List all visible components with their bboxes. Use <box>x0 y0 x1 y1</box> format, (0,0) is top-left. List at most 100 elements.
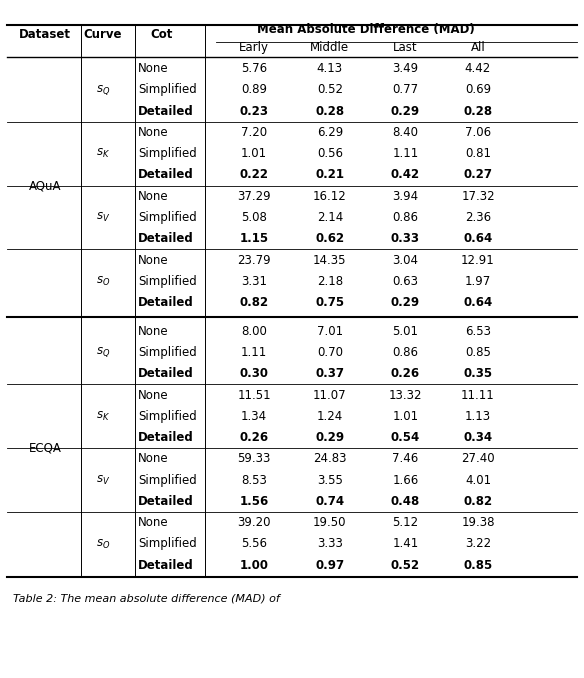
Text: $s_Q$: $s_Q$ <box>96 83 110 97</box>
Text: 8.53: 8.53 <box>241 474 267 487</box>
Text: 12.91: 12.91 <box>461 254 495 266</box>
Text: 0.62: 0.62 <box>315 233 345 245</box>
Text: 0.64: 0.64 <box>463 233 493 245</box>
Text: 0.82: 0.82 <box>464 495 492 508</box>
Text: 1.24: 1.24 <box>317 410 343 423</box>
Text: 3.22: 3.22 <box>465 538 491 551</box>
Text: Curve: Curve <box>84 28 123 41</box>
Text: 0.89: 0.89 <box>241 83 267 96</box>
Text: 19.38: 19.38 <box>461 516 495 530</box>
Text: 7.46: 7.46 <box>392 452 419 465</box>
Text: 8.40: 8.40 <box>392 126 418 139</box>
Text: 3.31: 3.31 <box>241 275 267 288</box>
Text: 1.13: 1.13 <box>465 410 491 423</box>
Text: 0.22: 0.22 <box>239 168 269 182</box>
Text: 3.04: 3.04 <box>392 254 418 266</box>
Text: $s_O$: $s_O$ <box>96 275 110 288</box>
Text: 1.11: 1.11 <box>392 147 419 160</box>
Text: Detailed: Detailed <box>138 168 194 182</box>
Text: 0.85: 0.85 <box>465 346 491 359</box>
Text: 0.70: 0.70 <box>317 346 343 359</box>
Text: 13.32: 13.32 <box>388 388 422 401</box>
Text: 1.66: 1.66 <box>392 474 419 487</box>
Text: 4.01: 4.01 <box>465 474 491 487</box>
Text: 0.74: 0.74 <box>315 495 345 508</box>
Text: 0.28: 0.28 <box>315 104 345 118</box>
Text: 59.33: 59.33 <box>238 452 271 465</box>
Text: 6.53: 6.53 <box>465 325 491 338</box>
Text: 8.00: 8.00 <box>241 325 267 338</box>
Text: 5.01: 5.01 <box>392 325 418 338</box>
Text: Simplified: Simplified <box>138 275 197 288</box>
Text: 17.32: 17.32 <box>461 190 495 203</box>
Text: None: None <box>138 516 169 530</box>
Text: All: All <box>471 41 485 54</box>
Text: 27.40: 27.40 <box>461 452 495 465</box>
Text: 0.52: 0.52 <box>391 559 420 572</box>
Text: 2.18: 2.18 <box>317 275 343 288</box>
Text: $s_V$: $s_V$ <box>96 211 110 224</box>
Text: 0.54: 0.54 <box>391 431 420 444</box>
Text: 5.12: 5.12 <box>392 516 418 530</box>
Text: 0.34: 0.34 <box>464 431 492 444</box>
Text: 11.11: 11.11 <box>461 388 495 401</box>
Text: 0.48: 0.48 <box>391 495 420 508</box>
Text: 0.37: 0.37 <box>315 367 345 380</box>
Text: ECQA: ECQA <box>29 442 61 455</box>
Text: 1.00: 1.00 <box>239 559 269 572</box>
Text: Simplified: Simplified <box>138 538 197 551</box>
Text: Detailed: Detailed <box>138 233 194 245</box>
Text: 0.23: 0.23 <box>239 104 269 118</box>
Text: 0.56: 0.56 <box>317 147 343 160</box>
Text: 0.64: 0.64 <box>463 296 493 309</box>
Text: 1.34: 1.34 <box>241 410 267 423</box>
Text: 19.50: 19.50 <box>313 516 346 530</box>
Text: 0.75: 0.75 <box>315 296 345 309</box>
Text: Detailed: Detailed <box>138 431 194 444</box>
Text: Detailed: Detailed <box>138 104 194 118</box>
Text: 1.97: 1.97 <box>465 275 491 288</box>
Text: None: None <box>138 452 169 465</box>
Text: Simplified: Simplified <box>138 147 197 160</box>
Text: AQuA: AQuA <box>29 179 61 192</box>
Text: None: None <box>138 254 169 266</box>
Text: 1.11: 1.11 <box>241 346 267 359</box>
Text: 7.01: 7.01 <box>317 325 343 338</box>
Text: 0.77: 0.77 <box>392 83 418 96</box>
Text: 1.01: 1.01 <box>241 147 267 160</box>
Text: None: None <box>138 388 169 401</box>
Text: 0.21: 0.21 <box>315 168 345 182</box>
Text: 0.29: 0.29 <box>391 296 420 309</box>
Text: 23.79: 23.79 <box>238 254 271 266</box>
Text: 0.52: 0.52 <box>317 83 343 96</box>
Text: $s_O$: $s_O$ <box>96 538 110 551</box>
Text: Simplified: Simplified <box>138 410 197 423</box>
Text: $s_Q$: $s_Q$ <box>96 346 110 359</box>
Text: 0.28: 0.28 <box>464 104 492 118</box>
Text: 14.35: 14.35 <box>313 254 346 266</box>
Text: None: None <box>138 126 169 139</box>
Text: None: None <box>138 190 169 203</box>
Text: 0.42: 0.42 <box>391 168 420 182</box>
Text: Table 2: The mean absolute difference (MAD) of: Table 2: The mean absolute difference (M… <box>13 594 280 604</box>
Text: 3.55: 3.55 <box>317 474 343 487</box>
Text: 6.29: 6.29 <box>317 126 343 139</box>
Text: Simplified: Simplified <box>138 83 197 96</box>
Text: Detailed: Detailed <box>138 296 194 309</box>
Text: 4.42: 4.42 <box>465 62 491 75</box>
Text: 0.29: 0.29 <box>391 104 420 118</box>
Text: Dataset: Dataset <box>19 28 71 41</box>
Text: 3.33: 3.33 <box>317 538 343 551</box>
Text: 16.12: 16.12 <box>313 190 347 203</box>
Text: Detailed: Detailed <box>138 495 194 508</box>
Text: 0.30: 0.30 <box>239 367 269 380</box>
Text: $s_K$: $s_K$ <box>96 147 110 160</box>
Text: 5.08: 5.08 <box>241 211 267 224</box>
Text: 0.97: 0.97 <box>315 559 345 572</box>
Text: 0.33: 0.33 <box>391 233 420 245</box>
Text: 4.13: 4.13 <box>317 62 343 75</box>
Text: 7.20: 7.20 <box>241 126 267 139</box>
Text: 1.56: 1.56 <box>239 495 269 508</box>
Text: 0.63: 0.63 <box>392 275 418 288</box>
Text: 0.85: 0.85 <box>463 559 493 572</box>
